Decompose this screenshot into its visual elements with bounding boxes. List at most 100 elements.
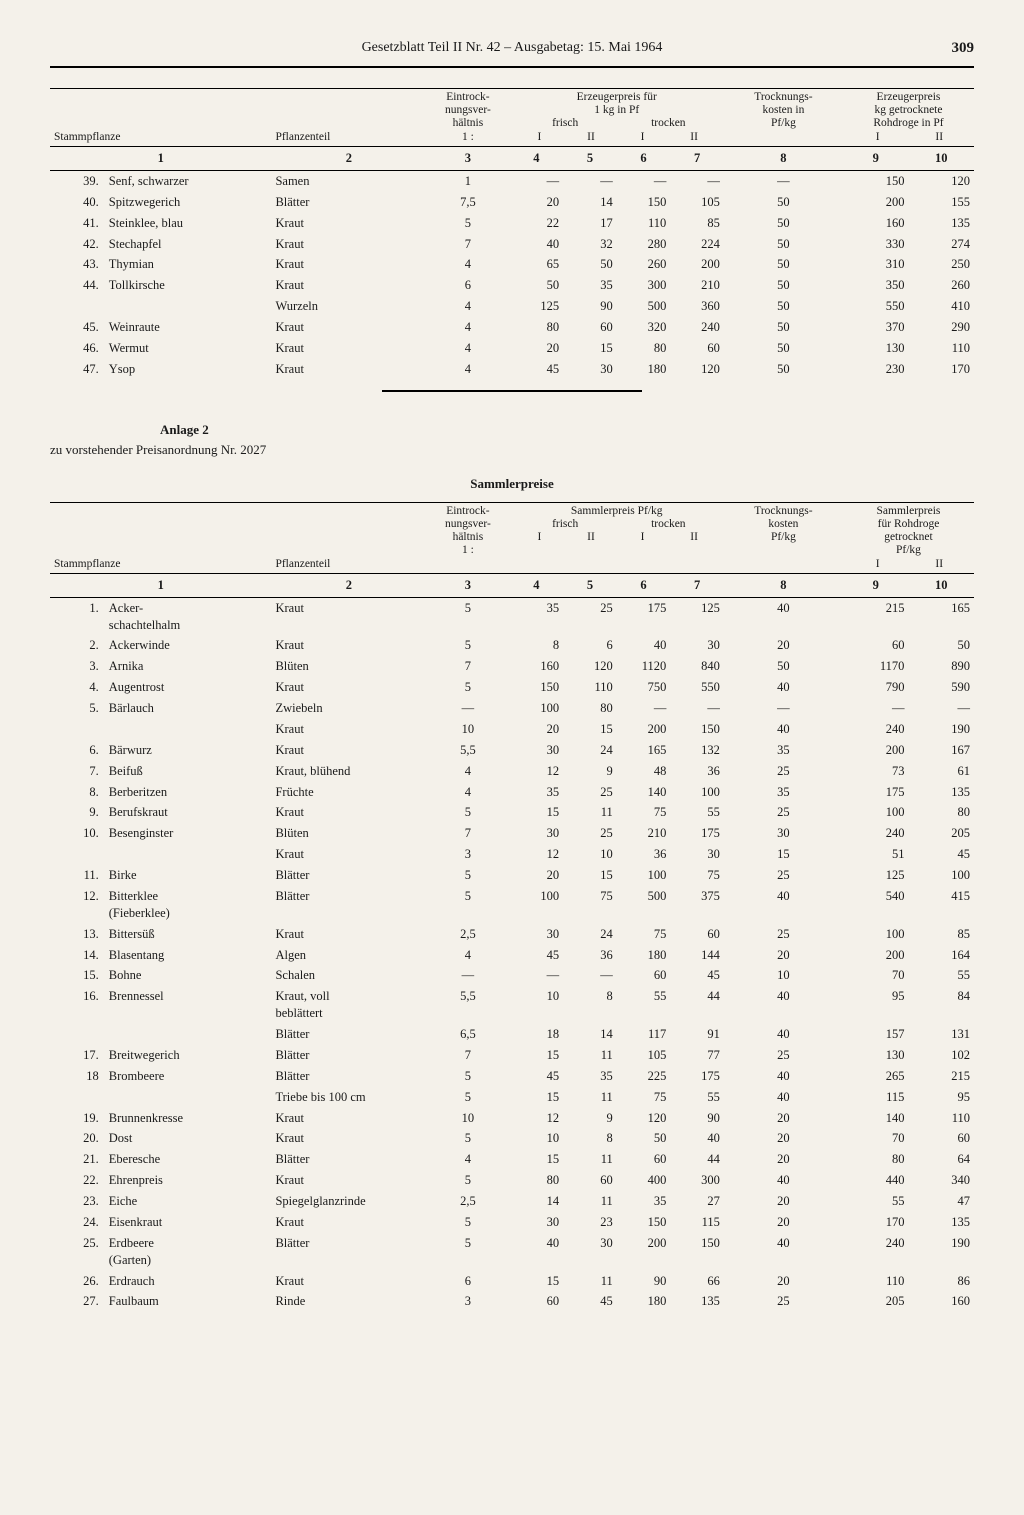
table-cell: 170 (843, 1212, 908, 1233)
table-cell: 60 (563, 1170, 617, 1191)
table-row: 11.BirkeBlätter520151007525125100 (50, 865, 974, 886)
table-cell: — (617, 698, 671, 719)
table-cell: 39. (50, 170, 105, 191)
table-cell: 310 (843, 254, 908, 275)
table-cell: 225 (617, 1066, 671, 1087)
table-cell (50, 1087, 105, 1108)
table-cell: 150 (670, 719, 724, 740)
table-cell: Bärlauch (105, 698, 272, 719)
table-cell: 250 (908, 254, 974, 275)
table-cell: 11 (563, 1087, 617, 1108)
table-cell: Blätter (271, 192, 426, 213)
table-cell: 30 (670, 635, 724, 656)
table-cell: 30 (510, 740, 564, 761)
table-cell: — (724, 698, 843, 719)
table-cell: 25 (724, 865, 843, 886)
table-cell: 35 (563, 275, 617, 296)
table-cell: 60 (670, 338, 724, 359)
hdr-II-3: II (908, 131, 970, 144)
table-cell: 40 (724, 1233, 843, 1271)
table-cell (50, 1024, 105, 1045)
hdr2-II-1: II (565, 531, 617, 544)
table-cell: — (510, 170, 564, 191)
table-cell: 60 (617, 965, 671, 986)
table-cell: 95 (843, 986, 908, 1024)
table-cell: Algen (271, 945, 426, 966)
hdr-erzeugerpreis-roh: Erzeugerpreis kg getrocknete Rohdroge in… (843, 89, 974, 147)
table-cell: Tollkirsche (105, 275, 272, 296)
table-row: 45.WeinrauteKraut4806032024050370290 (50, 317, 974, 338)
hdr2-roh-text: Sammlerpreis für Rohdroge getrocknet Pf/… (847, 505, 970, 558)
hdr-I-3: I (847, 131, 909, 144)
table-cell: 14 (563, 192, 617, 213)
table-cell: 20 (724, 1271, 843, 1292)
table-cell: 27 (670, 1191, 724, 1212)
table-cell: 2,5 (426, 1191, 509, 1212)
table-cell: Kraut (271, 635, 426, 656)
table-cell: 410 (908, 296, 974, 317)
table-cell: Erdrauch (105, 1271, 272, 1292)
table-cell: 135 (908, 213, 974, 234)
table-cell: 18 (510, 1024, 564, 1045)
table-cell: 14 (563, 1024, 617, 1045)
hdr-stammpflanze: Stammpflanze (50, 89, 271, 147)
table-row: 12.Bitterklee (Fieberklee)Blätter5100755… (50, 886, 974, 924)
table-cell: 75 (617, 802, 671, 823)
table-cell: 8 (563, 1128, 617, 1149)
table-row: 5.BärlauchZwiebeln—10080————— (50, 698, 974, 719)
table-cell: 50 (908, 635, 974, 656)
colnum-5: 5 (563, 146, 617, 170)
hdr-eintrock: Eintrock- nungsver- hältnis 1 : (426, 89, 509, 147)
table-cell: 35 (724, 782, 843, 803)
table-cell: 10. (50, 823, 105, 844)
table-cell: — (908, 698, 974, 719)
table-cell: 12. (50, 886, 105, 924)
table-cell: 80 (843, 1149, 908, 1170)
colnum2-8: 8 (724, 573, 843, 597)
table-cell (105, 844, 272, 865)
table-cell: 77 (670, 1045, 724, 1066)
table-cell: 132 (670, 740, 724, 761)
table-cell: Wurzeln (271, 296, 426, 317)
hdr-trocken: trocken (617, 117, 720, 130)
table-cell: 40 (670, 1128, 724, 1149)
table-cell: — (563, 170, 617, 191)
table-cell: 42. (50, 234, 105, 255)
table-cell: 55 (670, 802, 724, 823)
table-cell: 30 (724, 823, 843, 844)
price-table-2: Stammpflanze Pflanzenteil Eintrock- nung… (50, 502, 974, 1313)
table-row: Kraut312103630155145 (50, 844, 974, 865)
table-cell: 260 (617, 254, 671, 275)
anlage-title: Anlage 2 (160, 422, 974, 438)
table1-body: 39.Senf, schwarzerSamen1—————15012040.Sp… (50, 170, 974, 379)
table2-colnums: 1 2 3 4 5 6 7 8 9 10 (50, 573, 974, 597)
table-cell: Kraut (271, 234, 426, 255)
table-cell: 30 (510, 823, 564, 844)
table-cell: 50 (724, 656, 843, 677)
table-cell: 11 (563, 1271, 617, 1292)
table-cell: 4. (50, 677, 105, 698)
table-cell: 9. (50, 802, 105, 823)
table-cell: 25 (724, 802, 843, 823)
table-cell: Kraut (271, 317, 426, 338)
table-cell: Blätter (271, 1024, 426, 1045)
table-cell: 50 (724, 234, 843, 255)
table-cell: 130 (843, 338, 908, 359)
table-row: 44.TollkirscheKraut6503530021050350260 (50, 275, 974, 296)
table-cell: 44. (50, 275, 105, 296)
table-cell: 40 (617, 635, 671, 656)
header-rule (50, 66, 974, 68)
table-cell: 180 (617, 945, 671, 966)
table-cell: 15 (510, 1087, 564, 1108)
table-cell: Eberesche (105, 1149, 272, 1170)
table-cell: 80 (617, 338, 671, 359)
table-cell: 35 (510, 782, 564, 803)
table-cell: 60 (617, 1149, 671, 1170)
table-row: 15.BohneSchalen———6045107055 (50, 965, 974, 986)
table-cell: 7 (426, 234, 509, 255)
hdr-II-1: II (565, 131, 617, 144)
colnum2-6: 6 (617, 573, 671, 597)
table-cell: Kraut (271, 677, 426, 698)
table-cell: 125 (510, 296, 564, 317)
table2-body: 1.Acker- schachtelhalmKraut5352517512540… (50, 597, 974, 1312)
